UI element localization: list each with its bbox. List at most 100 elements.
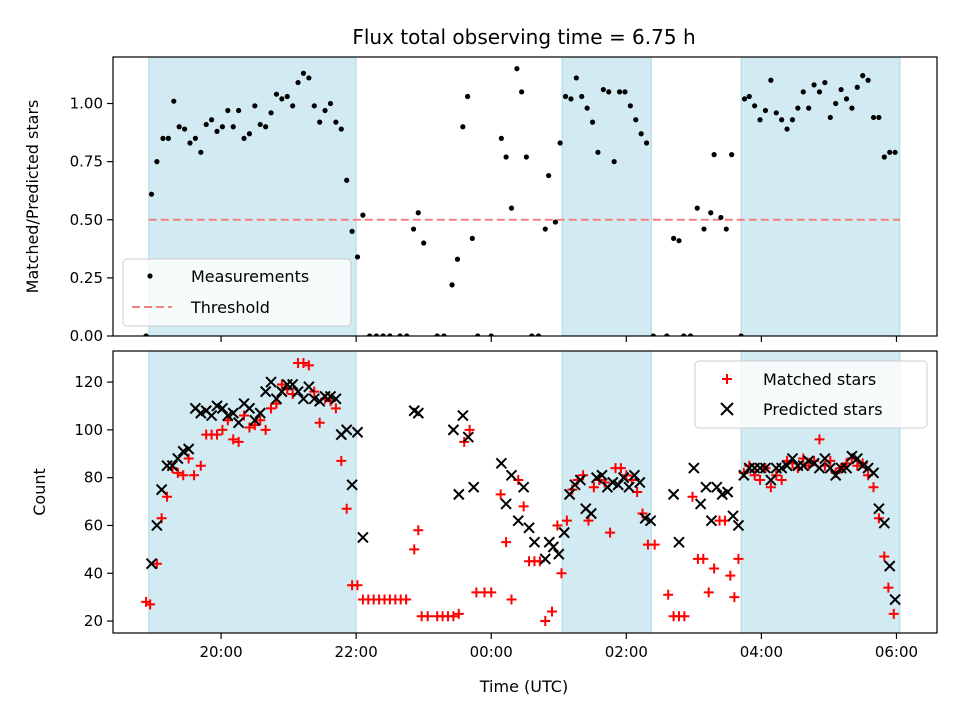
matched-stars-point (588, 482, 599, 493)
measurement-point (711, 152, 717, 158)
measurement-point (779, 117, 785, 123)
measurement-point (546, 172, 552, 179)
matched-stars-point (212, 429, 223, 440)
matched-stars-point (266, 403, 277, 414)
predicted-stars-point (155, 483, 168, 496)
measurement-point (333, 119, 339, 125)
predicted-stars-point (765, 474, 777, 486)
predicted-stars-point (840, 462, 853, 474)
measurement-point (354, 254, 361, 260)
bottom-axes-frame (112, 350, 938, 634)
measurement-point (827, 114, 833, 121)
measurement-point (165, 135, 171, 141)
predicted-stars-point (596, 469, 608, 481)
measurement-point (664, 333, 670, 336)
matched-stars-point (448, 611, 459, 622)
measurement-point (729, 152, 735, 158)
measurement-point (789, 117, 796, 123)
measurement-point (806, 105, 812, 111)
predicted-stars-point (786, 452, 799, 465)
matched-stars-point (413, 525, 424, 536)
measurement-point (441, 333, 447, 336)
measurement-point (268, 110, 274, 116)
measurement-point (738, 333, 744, 336)
measurement-point (380, 333, 386, 336)
predicted-stars-point (523, 522, 535, 534)
predicted-stars-point (265, 376, 277, 388)
measurement-point (246, 131, 253, 137)
y-tick-label: 80 (84, 469, 103, 487)
measurement-point (849, 105, 855, 111)
predicted-stars-point (553, 548, 565, 560)
legend-measurements-label: Measurements (191, 267, 309, 286)
x-axis-title: Time (UTC) (479, 677, 568, 696)
predicted-stars-point (884, 560, 896, 572)
legend-predicted-label: Predicted stars (763, 400, 883, 419)
measurement-point (252, 103, 258, 109)
predicted-stars-point (612, 479, 624, 491)
matched-stars-point (352, 580, 363, 591)
top-shaded-interval (561, 57, 652, 336)
measurement-point (236, 107, 242, 114)
matched-stars-point (453, 608, 464, 619)
matched-stars-point (879, 551, 890, 562)
matched-stars-point (495, 489, 506, 500)
matched-stars-point (401, 594, 412, 605)
measurement-point (768, 77, 774, 83)
predicted-stars-point (512, 514, 524, 527)
bottom-legend: Matched stars Predicted stars (694, 360, 928, 429)
predicted-stars-point (558, 526, 570, 539)
matched-stars-point (501, 537, 512, 548)
predicted-stars-point (330, 393, 342, 405)
predicted-stars-point (829, 469, 842, 481)
measurement-point (508, 205, 515, 211)
measurement-point (279, 96, 285, 102)
matched-stars-point (687, 491, 698, 502)
measurement-point (627, 103, 633, 109)
measurement-point (622, 89, 628, 95)
measurement-point (708, 210, 714, 216)
measurement-point (367, 333, 373, 336)
predicted-stars-point (357, 531, 369, 544)
predicted-stars-point (495, 457, 508, 470)
matched-stars-point (771, 470, 782, 481)
predicted-stars-point (467, 481, 480, 493)
predicted-stars-point (453, 488, 465, 501)
measurement-point (192, 135, 198, 141)
predicted-stars-point (216, 402, 229, 415)
measurement-point (881, 154, 887, 160)
matched-stars-point (228, 434, 239, 445)
measurement-point (892, 149, 898, 155)
matched-stars-point (409, 544, 420, 555)
measurement-point (542, 226, 548, 232)
matched-stars-point (556, 568, 567, 579)
measurement-point (523, 154, 529, 160)
count-panel: 20:00 22:00 00:00 02:00 04:00 06:00 20 40 60 80 10… (30, 350, 938, 661)
matched-stars-point (271, 398, 282, 409)
predicted-stars-point (781, 460, 793, 472)
measurement-point (562, 93, 569, 100)
predicted-stars-point (249, 414, 261, 427)
measurement-point (514, 66, 520, 72)
measurement-point (317, 119, 323, 125)
measurement-point (870, 114, 877, 121)
measurement-point (876, 114, 882, 121)
measurement-point (373, 333, 380, 336)
y-tick-label: 100 (74, 421, 103, 439)
legend-matched-marker (722, 374, 732, 384)
measurement-point (225, 107, 231, 114)
measurement-point (838, 86, 844, 93)
measurement-point (535, 333, 542, 336)
x-tick-label: 02:00 (605, 643, 648, 661)
predicted-stars-point (700, 481, 712, 493)
predicted-stars-point (270, 393, 283, 405)
measurement-point (584, 105, 590, 111)
predicted-stars-point (351, 426, 364, 438)
measurement-point (475, 333, 481, 336)
measurement-point (160, 135, 166, 141)
measurement-point (865, 77, 871, 83)
measurement-point (573, 75, 579, 81)
matched-stars-point (151, 558, 162, 569)
matched-stars-point (703, 587, 714, 598)
